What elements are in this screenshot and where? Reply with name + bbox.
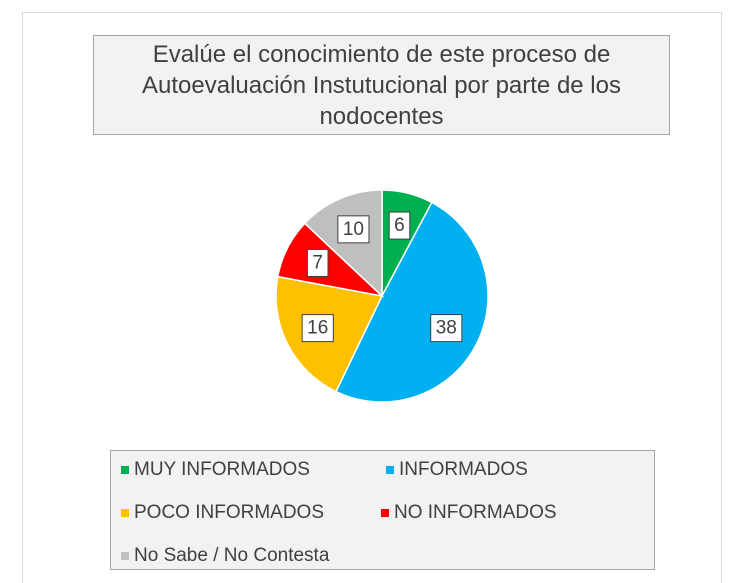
data-label-text: 6 bbox=[394, 215, 405, 236]
data-label: 7 bbox=[306, 248, 329, 277]
legend-swatch bbox=[121, 552, 129, 560]
legend-item: POCO INFORMADOS bbox=[121, 502, 324, 524]
legend-item: NO INFORMADOS bbox=[381, 502, 557, 524]
pie-slice bbox=[335, 201, 489, 403]
legend-item: INFORMADOS bbox=[386, 459, 528, 481]
legend-swatch bbox=[386, 466, 394, 474]
legend-swatch bbox=[121, 509, 129, 517]
legend: MUY INFORMADOS INFORMADOS POCO INFORMADOS N… bbox=[110, 450, 655, 570]
data-label-box bbox=[337, 215, 370, 244]
legend-label: MUY INFORMADOS bbox=[134, 459, 310, 480]
data-label-text: 16 bbox=[307, 318, 328, 339]
data-label-box bbox=[306, 248, 329, 277]
data-label: 6 bbox=[388, 211, 411, 240]
legend-item: No Sabe / No Contesta bbox=[121, 545, 329, 567]
data-label-box bbox=[388, 211, 411, 240]
legend-swatch bbox=[381, 509, 389, 517]
data-label-text: 38 bbox=[436, 318, 457, 339]
data-label: 38 bbox=[430, 314, 463, 343]
legend-label: INFORMADOS bbox=[399, 459, 528, 480]
chart-frame bbox=[22, 12, 722, 583]
legend-item: MUY INFORMADOS bbox=[121, 459, 310, 481]
legend-swatch bbox=[121, 466, 129, 474]
data-label-box bbox=[301, 314, 334, 343]
legend-label: No Sabe / No Contesta bbox=[134, 545, 330, 566]
legend-label: POCO INFORMADOS bbox=[134, 502, 325, 523]
chart-title: Evalúe el conocimiento de este proceso d… bbox=[93, 35, 670, 135]
legend-label: NO INFORMADOS bbox=[394, 502, 557, 523]
data-label-box bbox=[430, 314, 463, 343]
data-label-text: 7 bbox=[312, 252, 323, 273]
data-label-text: 10 bbox=[343, 219, 364, 240]
data-label: 10 bbox=[337, 215, 370, 244]
data-label: 16 bbox=[301, 314, 334, 343]
